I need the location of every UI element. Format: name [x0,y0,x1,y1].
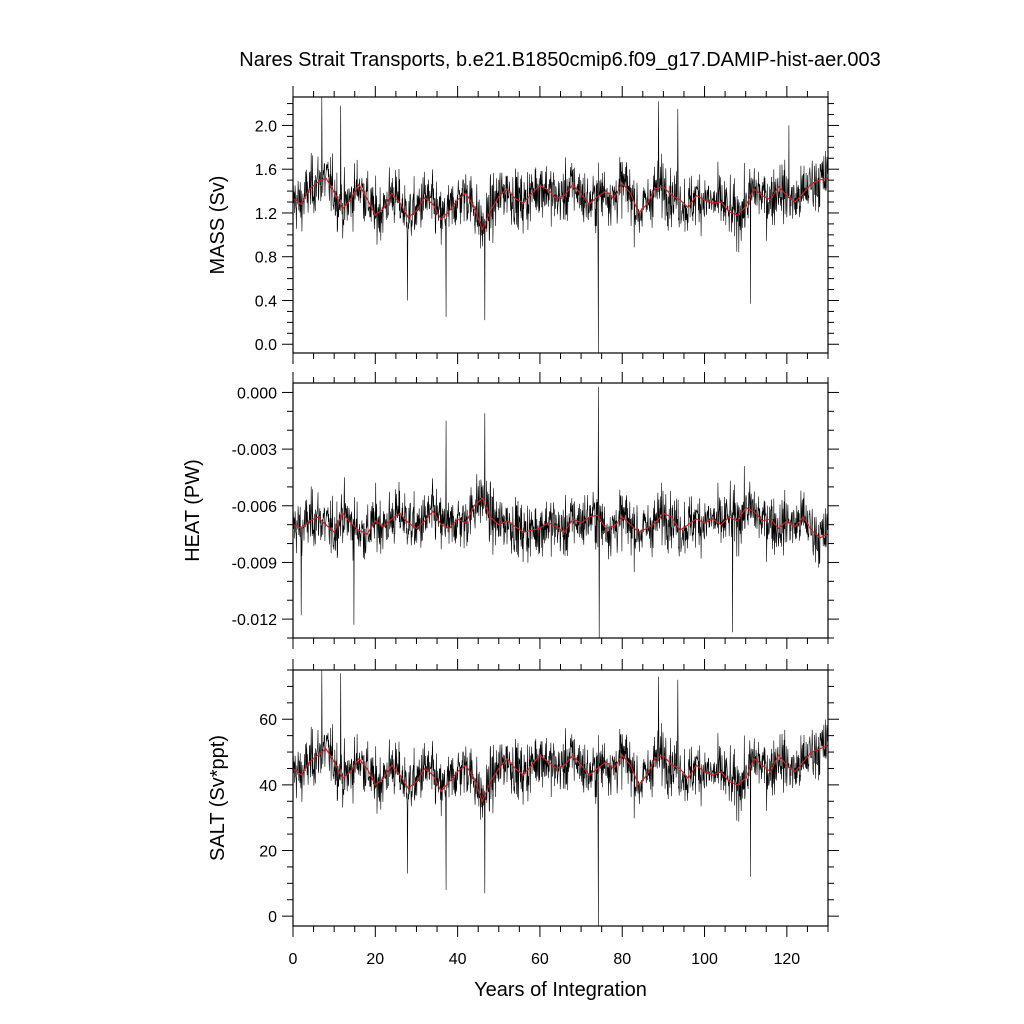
y-tick-label: -0.006 [232,499,277,516]
monthly-series-line [293,97,828,353]
monthly-series-line [293,670,828,926]
y-tick-label: 1.6 [255,162,277,179]
y-tick-label: 2.0 [255,118,277,135]
plot-frame [292,96,829,354]
chart-title: Nares Strait Transports, b.e21.B1850cmip… [239,49,880,71]
x-axis-label: Years of Integration [474,979,647,1001]
y-tick-label: 20 [259,844,277,861]
y-tick-label: 0 [268,909,277,926]
panels: 0.0 0.4 0.8 1.2 1.6 2.0 MASS (Sv) 0.000 -0.003 -0… [182,86,839,1001]
y-tick-label: -0.003 [232,442,277,459]
smoothed-series-line [293,497,828,539]
x-tick-label: 0 [289,951,298,968]
x-tick-label: 20 [366,951,384,968]
y-tick-label: 1.2 [255,206,277,223]
y-axis-label: HEAT (PW) [182,459,204,562]
y-tick-label: -0.012 [232,612,277,629]
panel-2: 0.000 -0.003 -0.006 -0.009 -0.012 HEAT (PW) [182,372,839,649]
x-tick-label: 120 [773,951,800,968]
y-tick-label: 0.000 [237,385,277,402]
y-axis-label: MASS (Sv) [207,176,229,275]
x-tick-label: 60 [531,951,549,968]
plot-frame [292,669,829,927]
y-axis-label: SALT (Sv*ppt) [207,735,229,861]
y-tick-label: 0.4 [255,293,277,310]
y-tick-label: 40 [259,778,277,795]
x-tick-label: 40 [449,951,467,968]
panel-3: 0 20 40 60 SALT (Sv*ppt) 0 20 40 60 80 100 120 Years… [207,659,839,1001]
y-tick-label: -0.009 [232,555,277,572]
monthly-series-line [293,386,828,638]
x-tick-label: 80 [613,951,631,968]
x-tick-label: 100 [691,951,718,968]
y-tick-label: 60 [259,712,277,729]
y-tick-label: 0.8 [255,250,277,267]
smoothed-series-line [293,744,828,803]
y-tick-label: 0.0 [255,337,277,354]
panel-1: 0.0 0.4 0.8 1.2 1.6 2.0 MASS (Sv) [207,86,839,364]
smoothed-series-line [293,177,828,232]
